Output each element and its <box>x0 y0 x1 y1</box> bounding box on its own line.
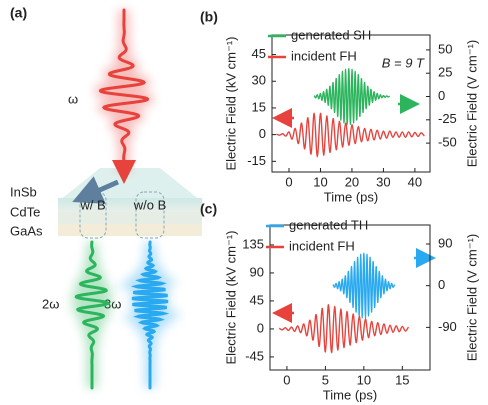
b-field-arrow <box>72 176 120 204</box>
panel-label: (b) <box>200 9 218 25</box>
y2-tick-label: 25 <box>438 65 452 80</box>
x-tick-label: 40 <box>408 174 422 189</box>
output-label: 2ω <box>42 296 59 311</box>
y-tick-label: 90 <box>250 264 264 279</box>
y-tick-label: -15 <box>247 153 266 168</box>
input-label: ω <box>68 91 78 106</box>
beam-wave <box>74 240 110 390</box>
x-tick-label: 0 <box>283 372 290 387</box>
layer-label: GaAs <box>10 223 43 238</box>
schematic: (a) InSb CdTe GaAs w/ B w/o B ω 2ω 3ω <box>10 5 202 390</box>
region-without-b <box>135 191 165 239</box>
x-tick-label: 10 <box>357 372 371 387</box>
x-tick-label: 0 <box>285 174 292 189</box>
x-tick-label: 5 <box>322 372 329 387</box>
plot-frame <box>271 34 431 173</box>
legend-label: generated SH <box>291 27 371 42</box>
legend-label: incident FH <box>289 238 355 253</box>
y2-tick-label: 0 <box>438 277 445 292</box>
y-tick-label: 0 <box>257 320 264 335</box>
layer-label: CdTe <box>10 204 40 219</box>
series-line <box>313 67 391 125</box>
y-tick-label: -45 <box>245 348 264 363</box>
x-axis-label: Time (ps) <box>323 387 377 402</box>
series-line <box>276 112 425 158</box>
annotation: B = 9 T <box>382 55 425 70</box>
y-tick-label: 15 <box>252 99 266 114</box>
y2-tick-label: -25 <box>438 111 457 126</box>
x-tick-label: 20 <box>345 174 359 189</box>
layer-label: InSb <box>10 184 37 199</box>
y-tick-label: 45 <box>252 46 266 61</box>
y-axis-label: Electric Field (kV cm⁻¹) <box>223 231 238 365</box>
y2-tick-label: 50 <box>438 41 452 56</box>
region-label: w/o B <box>133 197 167 212</box>
y-tick-label: 45 <box>250 292 264 307</box>
legend-label: generated TH <box>289 217 368 232</box>
y-tick-label: 30 <box>252 73 266 88</box>
series-line <box>278 303 410 354</box>
y-tick-label: 135 <box>242 236 264 251</box>
y2-tick-label: -50 <box>438 135 457 150</box>
y2-axis-label: Electric Field (V cm⁻¹) <box>464 40 479 167</box>
x-axis-label: Time (ps) <box>324 189 378 204</box>
y2-tick-label: 90 <box>438 235 452 250</box>
layer-cdte <box>58 212 202 224</box>
beam-wave <box>130 240 170 390</box>
x-tick-label: 10 <box>313 174 327 189</box>
x-tick-label: 15 <box>395 372 409 387</box>
plot-frame <box>269 224 431 371</box>
y-axis-label: Electric Field (kV cm⁻¹) <box>223 37 238 171</box>
x-tick-label: 30 <box>376 174 390 189</box>
beam-waves <box>70 8 185 390</box>
series-line <box>332 252 396 319</box>
panel-label: (c) <box>200 201 217 217</box>
y-tick-label: 0 <box>259 126 266 141</box>
y2-tick-label: 0 <box>438 88 445 103</box>
region-label: w/ B <box>79 197 105 212</box>
beam-wave <box>98 8 150 184</box>
y2-tick-label: -90 <box>438 319 457 334</box>
y2-axis-label: Electric Field (V cm⁻¹) <box>464 234 479 361</box>
legend-label: incident FH <box>291 48 357 63</box>
layer-gaas <box>58 224 202 236</box>
panel-label: (a) <box>10 5 27 21</box>
